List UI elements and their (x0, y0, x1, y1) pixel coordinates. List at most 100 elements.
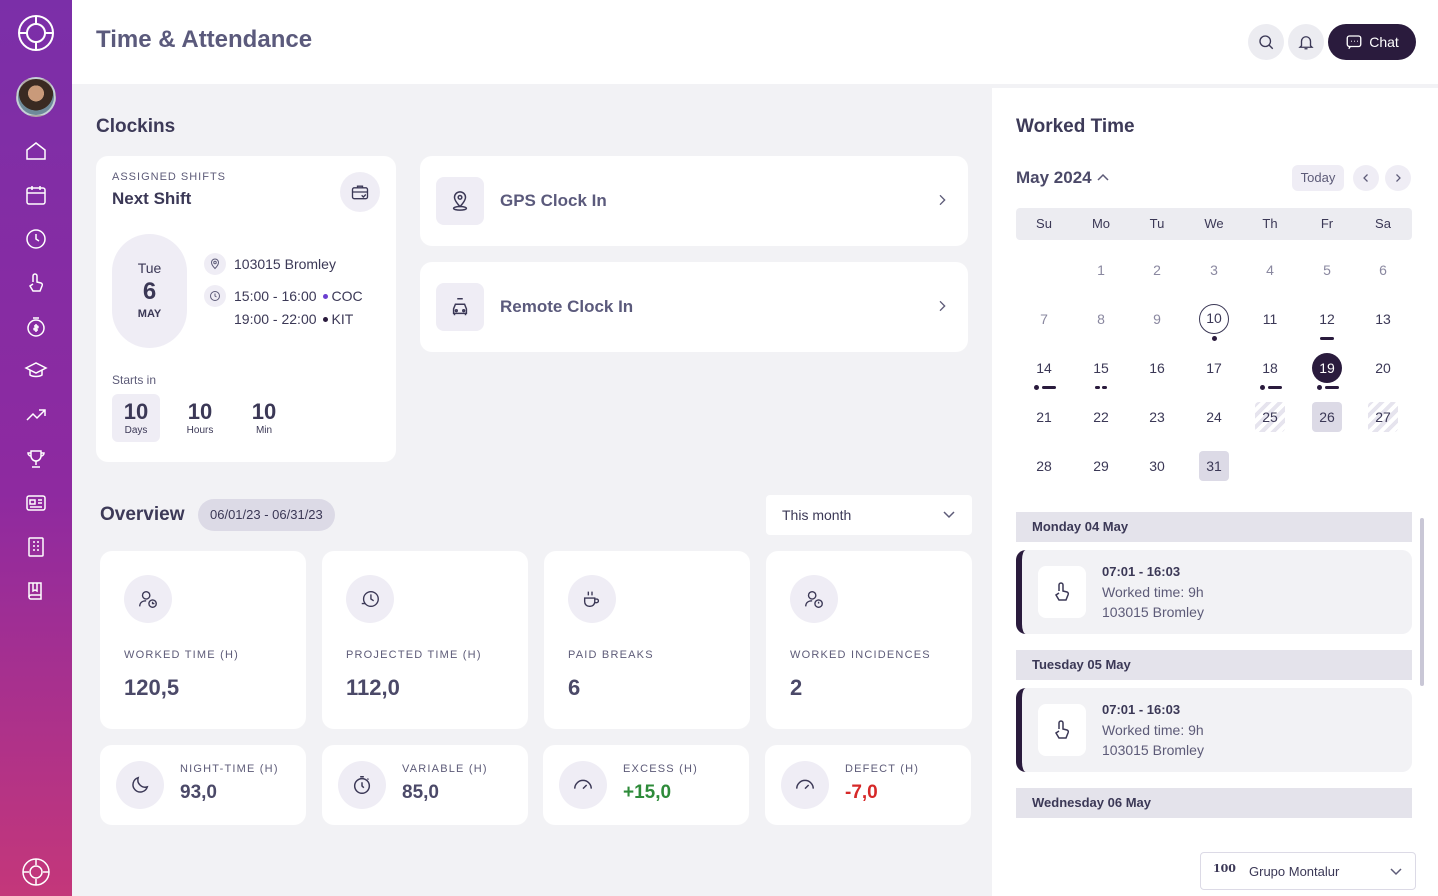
notifications-button[interactable] (1288, 24, 1324, 60)
shift-marker-bar (1042, 386, 1056, 389)
touch-icon[interactable] (24, 271, 48, 295)
today-button[interactable]: Today (1292, 165, 1344, 191)
calendar-day[interactable]: 21 (1036, 409, 1052, 425)
search-button[interactable] (1248, 24, 1284, 60)
company-select[interactable]: 100 Grupo Montalur (1200, 852, 1416, 890)
countdown-days-unit: Days (124, 425, 148, 436)
calendar-day[interactable]: 12 (1319, 311, 1335, 327)
company-logo: 100 (1213, 862, 1236, 875)
chat-label: Chat (1369, 34, 1399, 50)
news-icon[interactable] (24, 491, 48, 515)
trophy-icon[interactable] (24, 447, 48, 471)
company-name: Grupo Montalur (1249, 864, 1340, 879)
location-pin-icon (204, 253, 226, 275)
stat-value: 6 (568, 675, 581, 700)
calendar-day[interactable]: 16 (1149, 360, 1165, 376)
stat-label: DEFECT (H) (845, 763, 920, 775)
next-shift-card[interactable]: ASSIGNED SHIFTS Next Shift Tue 6 MAY 103… (96, 156, 396, 462)
calendar-day[interactable]: 13 (1375, 311, 1391, 327)
countdown-hours-unit: Hours (186, 425, 214, 436)
chevron-down-icon (943, 511, 955, 519)
touch-icon (1038, 704, 1086, 756)
entry-worked: Worked time: 9h (1102, 722, 1204, 738)
entry-location: 103015 Bromley (1102, 604, 1204, 620)
next-month-button[interactable] (1385, 165, 1411, 191)
entry-time: 07:01 - 16:03 (1102, 564, 1181, 579)
calendar-day-holiday[interactable]: 27 (1368, 402, 1398, 432)
calendar-month-toggle[interactable]: May 2024 (1016, 168, 1110, 188)
kit-dot-icon (322, 317, 328, 322)
calendar-day[interactable]: 29 (1093, 458, 1109, 474)
calendar-day-today[interactable]: 10 (1199, 304, 1229, 334)
calendar-day[interactable]: 9 (1153, 311, 1161, 327)
shift-marker-bar (1102, 386, 1107, 389)
avatar[interactable] (16, 77, 56, 117)
calendar-day[interactable]: 22 (1093, 409, 1109, 425)
entries-scrollbar[interactable] (1420, 518, 1424, 686)
calendar-day[interactable]: 23 (1149, 409, 1165, 425)
entry-worked: Worked time: 9h (1102, 584, 1204, 600)
chevron-up-icon (1097, 173, 1109, 181)
gps-clock-in-button[interactable]: GPS Clock In (420, 156, 968, 246)
calendar-day[interactable]: 15 (1093, 360, 1109, 376)
date-range-badge: 06/01/23 - 06/31/23 (198, 499, 335, 531)
calendar-day[interactable]: 20 (1375, 360, 1391, 376)
moon-icon (116, 761, 164, 809)
calendar-day[interactable]: 4 (1266, 262, 1274, 278)
shift-day: 6 (142, 278, 157, 305)
stat-label: WORKED TIME (H) (124, 649, 239, 661)
clock-entry[interactable]: 07:01 - 16:03 Worked time: 9h 103015 Bro… (1016, 688, 1412, 772)
calendar-day[interactable]: 18 (1262, 360, 1278, 376)
starts-in-label: Starts in (112, 373, 157, 387)
chat-icon (1346, 35, 1362, 50)
stopwatch-icon (338, 761, 386, 809)
weekday-label: Fr (1320, 216, 1334, 231)
calendar-day[interactable]: 14 (1036, 360, 1052, 376)
gps-pin-icon (436, 177, 484, 225)
stat-paid-breaks: PAID BREAKS 6 (544, 551, 750, 729)
clock-money-icon (346, 575, 394, 623)
calendar-day[interactable]: 24 (1206, 409, 1222, 425)
shift-date: Tue 6 MAY (112, 234, 187, 348)
calendar-day[interactable]: 2 (1153, 262, 1161, 278)
calendar-day-selected[interactable]: 19 (1312, 353, 1342, 383)
page-title: Time & Attendance (96, 26, 313, 53)
calendar-day[interactable]: 3 (1210, 262, 1218, 278)
calendar-day[interactable]: 8 (1097, 311, 1105, 327)
calendar-day[interactable]: 11 (1262, 311, 1278, 327)
calendar-day-holiday[interactable]: 25 (1255, 402, 1285, 432)
remote-car-icon (436, 283, 484, 331)
calendar-day-off[interactable]: 26 (1312, 402, 1342, 432)
entry-location: 103015 Bromley (1102, 742, 1204, 758)
calendar-day[interactable]: 30 (1149, 458, 1165, 474)
remote-clock-in-button[interactable]: Remote Clock In (420, 262, 968, 352)
calendar-day-off[interactable]: 31 (1199, 451, 1229, 481)
overview-title: Overview (100, 504, 185, 525)
building-icon[interactable] (24, 535, 48, 559)
graduation-icon[interactable] (24, 359, 48, 383)
calendar-day[interactable]: 5 (1323, 262, 1331, 278)
shift-marker-bar (1325, 386, 1339, 389)
calendar-day[interactable]: 28 (1036, 458, 1052, 474)
prev-month-button[interactable] (1353, 165, 1379, 191)
book-icon[interactable] (24, 579, 48, 603)
calendar-day[interactable]: 7 (1040, 311, 1048, 327)
trending-icon[interactable] (24, 403, 48, 427)
settings-logo-icon[interactable] (21, 857, 51, 887)
stat-value-negative: -7,0 (845, 782, 878, 803)
calendar-icon[interactable] (24, 183, 48, 207)
app-logo-icon[interactable] (17, 14, 55, 52)
calendar-day[interactable]: 1 (1097, 262, 1105, 278)
period-select[interactable]: This month (766, 495, 972, 535)
calendar-day[interactable]: 17 (1206, 360, 1222, 376)
shift-briefcase-button[interactable] (340, 172, 380, 212)
chat-button[interactable]: Chat (1328, 24, 1416, 60)
calendar-day[interactable]: 6 (1379, 262, 1387, 278)
bell-icon (1298, 36, 1314, 50)
home-icon[interactable] (24, 139, 48, 163)
stat-label: VARIABLE (H) (402, 763, 488, 775)
history-icon[interactable] (24, 227, 48, 251)
countdown-minutes-unit: Min (255, 425, 273, 436)
clock-entry[interactable]: 07:01 - 16:03 Worked time: 9h 103015 Bro… (1016, 550, 1412, 634)
money-icon[interactable] (24, 315, 48, 339)
